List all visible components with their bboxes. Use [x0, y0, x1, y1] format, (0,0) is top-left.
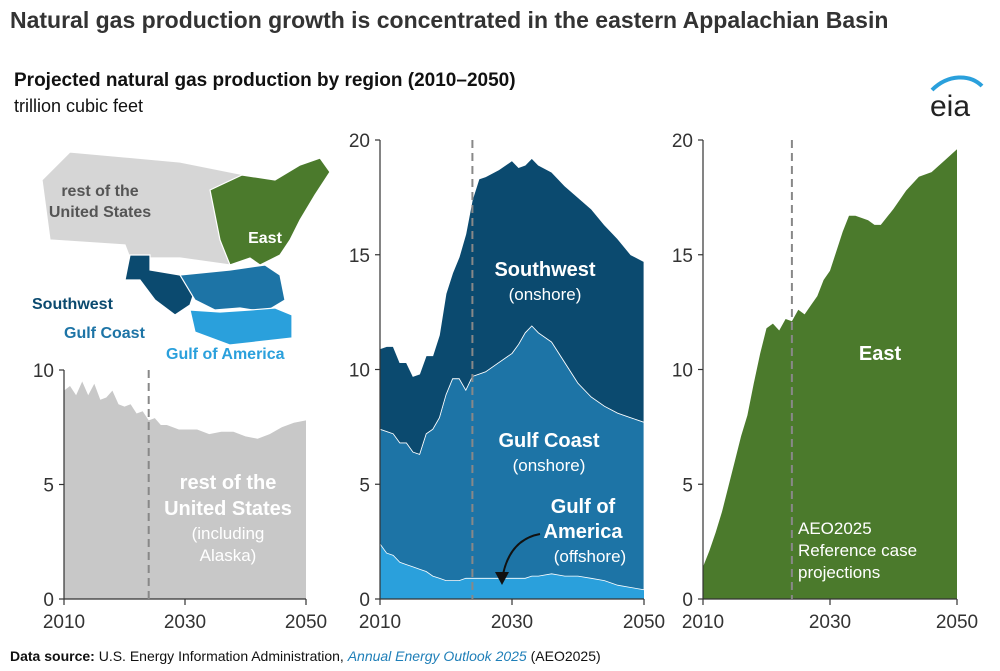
- x-tick-label: 2050: [936, 612, 978, 633]
- map-east-region: [209, 157, 331, 266]
- aeo-note-line1: AEO2025: [798, 519, 872, 538]
- footer-source: U.S. Energy Information Administration,: [94, 648, 348, 664]
- rest-label-line4: Alaska): [200, 546, 257, 565]
- map-label-gulf-of-america: Gulf of America: [166, 346, 285, 363]
- area-east: [703, 149, 957, 599]
- x-tick-label: 2030: [809, 612, 851, 633]
- x-tick-label: 2010: [359, 612, 401, 633]
- southwest-label: Southwest: [494, 259, 595, 281]
- y-tick-label: 5: [359, 475, 370, 496]
- y-tick-label: 15: [349, 246, 370, 267]
- aeo-note-line2: Reference case: [798, 541, 917, 560]
- map-label-east: East: [248, 230, 282, 247]
- x-tick-label: 2010: [682, 612, 724, 633]
- y-tick-label: 10: [672, 361, 693, 382]
- y-tick-label: 15: [672, 246, 693, 267]
- east-label: East: [859, 343, 902, 365]
- x-tick-label: 2050: [285, 612, 327, 633]
- y-tick-label: 0: [359, 590, 370, 611]
- gulf-of-america-sub-label: (offshore): [554, 547, 626, 566]
- chart-rest-of-us: 0 5 10 2010 2030 2050 rest of the United Stat…: [33, 361, 327, 633]
- chart-subtitle: Projected natural gas production by regi…: [14, 70, 516, 91]
- rest-label-line2: United States: [164, 498, 292, 520]
- footer-suffix: (AEO2025): [526, 648, 601, 664]
- chart-title: Natural gas production growth is concent…: [10, 7, 889, 33]
- map-southwest-region: [124, 254, 196, 316]
- map-gulf-of-america-region: [189, 307, 293, 346]
- footer-publication-link[interactable]: Annual Energy Outlook 2025: [347, 648, 527, 664]
- data-source-footer: Data source: U.S. Energy Information Adm…: [10, 648, 601, 664]
- y-tick-label: 0: [682, 590, 693, 611]
- chart-southwest-gulf: 0 5 10 15 20 2010 2030 2050 Southwest (onshore)…: [349, 131, 665, 633]
- map-label-gulf-coast: Gulf Coast: [64, 325, 146, 342]
- units-label: trillion cubic feet: [14, 96, 144, 116]
- x-tick-label: 2010: [43, 612, 85, 633]
- x-tick-label: 2030: [164, 612, 206, 633]
- area-rest-of-the-united-states: [64, 381, 306, 599]
- x-tick-label: 2030: [491, 612, 533, 633]
- area-southwest-onshore: [379, 157, 645, 455]
- chart-rest-plot: 0 5 10 2010 2030 2050: [33, 361, 327, 633]
- gulf-of-america-label-1: Gulf of: [551, 496, 616, 518]
- gulf-coast-sub-label: (onshore): [513, 456, 586, 475]
- map-label-southwest: Southwest: [32, 296, 114, 313]
- y-tick-label: 10: [349, 361, 370, 382]
- map-label-rest-line1: rest of the: [61, 183, 138, 200]
- region-map: rest of the United States East Southwest…: [32, 151, 331, 363]
- chart-east: 0 5 10 15 20 2010 2030 2050 East AEO2025 Refere…: [672, 131, 978, 633]
- gulf-coast-label: Gulf Coast: [498, 430, 599, 452]
- gulf-of-america-label-2: America: [544, 521, 624, 543]
- y-tick-label: 20: [349, 131, 370, 152]
- map-gulf-coast-region: [178, 264, 286, 313]
- footer-label: Data source:: [10, 648, 95, 664]
- y-tick-label: 5: [682, 475, 693, 496]
- area-gulf-of-america-offshore: [380, 543, 644, 599]
- rest-label-line1: rest of the: [180, 472, 277, 494]
- chart-gulf-plot: 0 5 10 15 20 2010 2030 2050: [349, 131, 665, 633]
- y-tick-label: 10: [33, 361, 54, 382]
- map-label-rest-line2: United States: [49, 204, 151, 221]
- eia-logo: eia: [930, 75, 984, 122]
- logo-swoosh-icon: [930, 75, 984, 92]
- southwest-sub-label: (onshore): [509, 285, 582, 304]
- chart-east-plot: 0 5 10 15 20 2010 2030 2050: [672, 131, 978, 633]
- y-tick-label: 20: [672, 131, 693, 152]
- logo-text: eia: [930, 90, 970, 122]
- y-tick-label: 5: [43, 476, 54, 497]
- y-tick-label: 0: [43, 590, 54, 611]
- aeo-note-line3: projections: [798, 563, 880, 582]
- rest-label-line3: (including: [192, 524, 265, 543]
- offshore-arrowhead-icon: [495, 572, 509, 585]
- x-tick-label: 2050: [623, 612, 665, 633]
